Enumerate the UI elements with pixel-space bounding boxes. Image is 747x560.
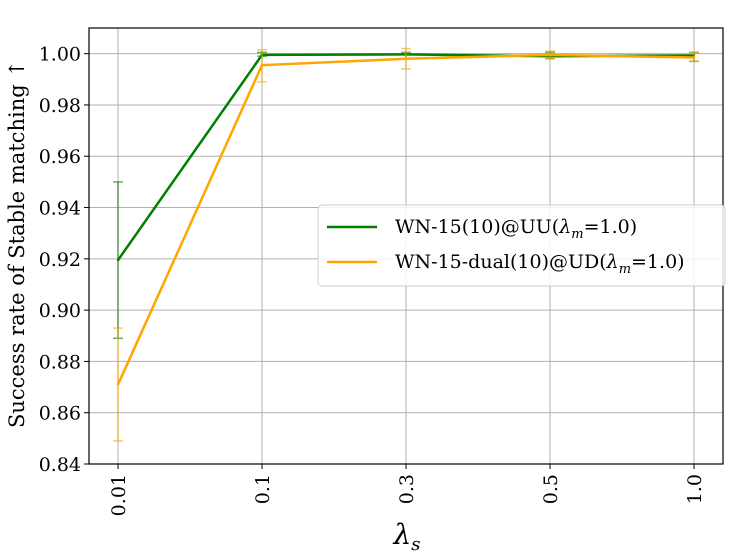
data-point [548,53,552,57]
y-tick-label: 0.92 [39,249,81,271]
y-tick-label: 0.86 [39,403,81,425]
x-axis-label-main: λ [393,518,412,551]
data-point [116,258,120,262]
y-tick-label: 0.88 [39,351,81,373]
y-tick-label: 0.94 [39,198,81,220]
legend-box [317,204,726,287]
data-point [260,63,264,67]
y-tick-label: 0.90 [39,300,81,322]
data-point [116,383,120,386]
x-axis-label-sub: s [411,534,420,555]
x-tick-label: 0.01 [108,474,130,516]
y-tick-label: 0.84 [39,454,81,476]
data-point [692,56,696,59]
y-tick-label: 0.98 [39,95,81,117]
legend-label-green: WN-15(10)@UU(λm=1.0) [395,216,637,242]
x-tick-label: 1.0 [684,474,706,504]
y-axis-ticks: 0.84 0.86 0.88 0.90 0.92 0.94 0.96 0.98 1.00 [39,44,89,476]
legend-label-orange: WN-15-dual(10)@UD(λm=1.0) [395,251,685,277]
x-axis-ticks: 0.01 0.1 0.3 0.5 1.0 [108,464,706,516]
y-axis-label: Success rate of Stable matching ↑ [5,60,29,428]
series-layer [113,47,699,442]
series-1 [113,47,699,442]
x-tick-label: 0.3 [396,474,418,504]
x-tick-label: 0.1 [252,474,274,504]
x-tick-label: 0.5 [540,474,562,504]
y-tick-label: 0.96 [39,146,81,168]
y-tick-label: 1.00 [39,44,81,66]
x-axis-label: λs [393,518,421,555]
data-point [404,57,408,60]
legend: WN-15(10)@UU(λm=1.0) WN-15-dual(10)@UD(λ… [317,204,726,287]
